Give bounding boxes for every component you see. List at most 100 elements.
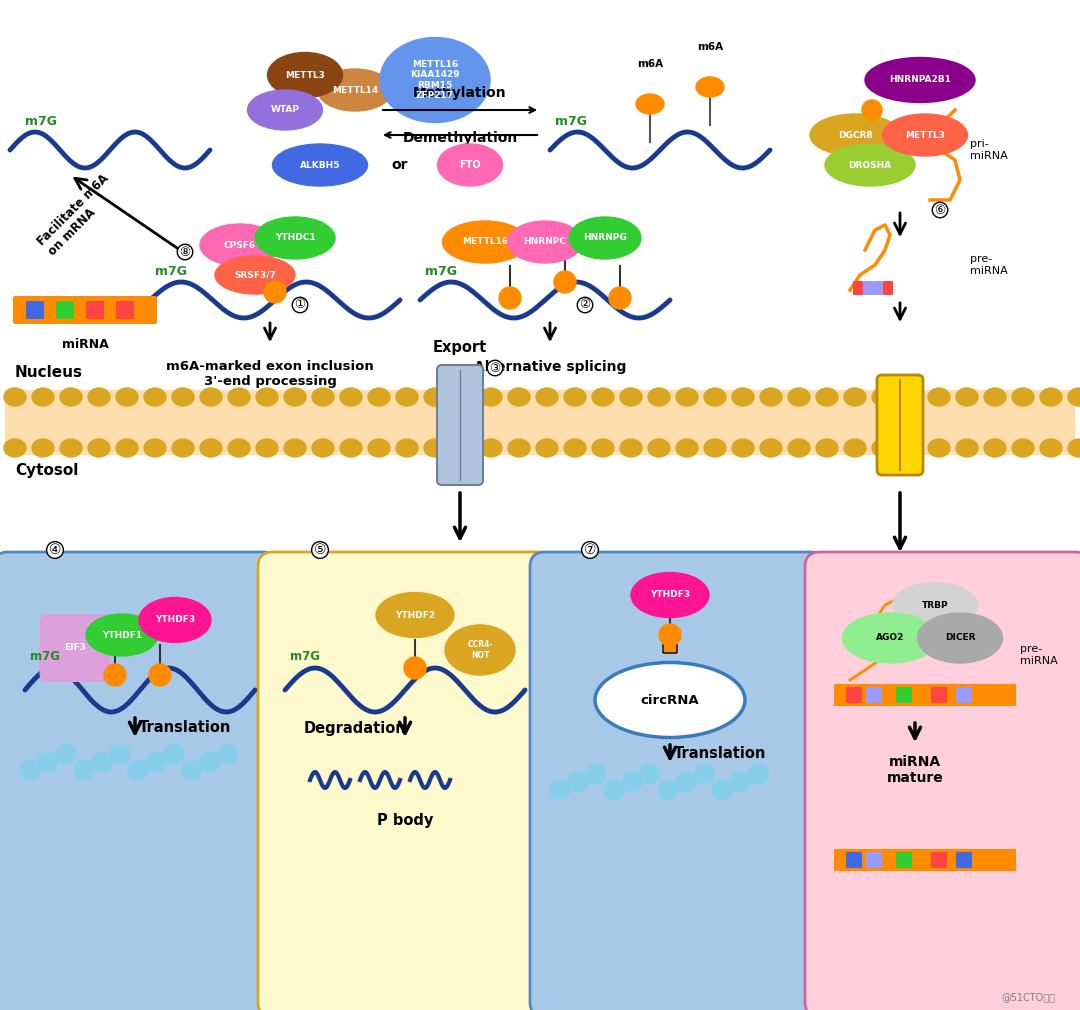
Ellipse shape: [443, 221, 527, 263]
Ellipse shape: [368, 388, 390, 406]
Text: ⑦: ⑦: [584, 543, 596, 557]
Ellipse shape: [21, 760, 40, 780]
Ellipse shape: [32, 439, 54, 457]
Ellipse shape: [595, 663, 745, 737]
Ellipse shape: [620, 388, 642, 406]
Ellipse shape: [620, 439, 642, 457]
Text: ALKBH5: ALKBH5: [300, 161, 340, 170]
Ellipse shape: [144, 439, 166, 457]
FancyBboxPatch shape: [883, 281, 893, 295]
Ellipse shape: [340, 388, 362, 406]
Text: m7G: m7G: [156, 265, 187, 278]
Text: or: or: [392, 158, 408, 172]
Text: METTL16
KIAA1429
RBM15
ZFP217: METTL16 KIAA1429 RBM15 ZFP217: [410, 60, 460, 100]
FancyBboxPatch shape: [663, 639, 677, 653]
Ellipse shape: [1068, 388, 1080, 406]
FancyBboxPatch shape: [873, 281, 883, 295]
Ellipse shape: [60, 439, 82, 457]
Ellipse shape: [564, 439, 586, 457]
Ellipse shape: [200, 752, 220, 772]
Text: Demethylation: Demethylation: [403, 131, 517, 145]
Text: m7G: m7G: [25, 115, 57, 128]
Ellipse shape: [129, 760, 148, 780]
FancyBboxPatch shape: [866, 852, 882, 868]
Ellipse shape: [984, 439, 1005, 457]
Ellipse shape: [396, 388, 418, 406]
Text: AGO2: AGO2: [876, 633, 904, 642]
Ellipse shape: [149, 664, 171, 686]
FancyBboxPatch shape: [530, 552, 825, 1010]
Ellipse shape: [732, 388, 754, 406]
Ellipse shape: [172, 388, 194, 406]
Ellipse shape: [200, 439, 222, 457]
Ellipse shape: [404, 656, 426, 679]
Ellipse shape: [900, 388, 922, 406]
Ellipse shape: [696, 77, 724, 97]
Ellipse shape: [712, 780, 732, 800]
Ellipse shape: [200, 388, 222, 406]
FancyBboxPatch shape: [26, 301, 44, 319]
Text: m6A-marked exon inclusion
3'-end processing: m6A-marked exon inclusion 3'-end process…: [166, 360, 374, 388]
FancyBboxPatch shape: [896, 687, 912, 703]
Ellipse shape: [284, 388, 306, 406]
Ellipse shape: [424, 388, 446, 406]
FancyBboxPatch shape: [116, 301, 134, 319]
FancyBboxPatch shape: [866, 687, 882, 703]
Ellipse shape: [172, 439, 194, 457]
Text: m7G: m7G: [291, 650, 320, 663]
FancyBboxPatch shape: [853, 281, 863, 295]
Ellipse shape: [568, 772, 588, 792]
Ellipse shape: [956, 439, 978, 457]
Ellipse shape: [376, 593, 454, 637]
Ellipse shape: [256, 439, 278, 457]
Ellipse shape: [104, 664, 126, 686]
FancyBboxPatch shape: [863, 281, 873, 295]
Text: YTHDF2: YTHDF2: [395, 610, 435, 619]
Text: Degradation: Degradation: [303, 720, 406, 735]
Text: m7G: m7G: [30, 650, 60, 663]
Text: ①: ①: [295, 299, 306, 311]
Ellipse shape: [368, 439, 390, 457]
Ellipse shape: [676, 772, 696, 792]
Ellipse shape: [164, 744, 184, 764]
Ellipse shape: [928, 388, 950, 406]
FancyBboxPatch shape: [0, 552, 278, 1010]
Text: YTHDF3: YTHDF3: [154, 615, 195, 624]
Text: ⑤: ⑤: [314, 543, 326, 557]
Ellipse shape: [480, 439, 502, 457]
Ellipse shape: [843, 439, 866, 457]
Text: DROSHA: DROSHA: [849, 161, 892, 170]
Ellipse shape: [636, 94, 664, 114]
Text: P body: P body: [377, 812, 433, 827]
Text: m7G: m7G: [426, 265, 457, 278]
Ellipse shape: [508, 439, 530, 457]
Ellipse shape: [340, 439, 362, 457]
Ellipse shape: [592, 439, 615, 457]
Ellipse shape: [272, 144, 367, 186]
Ellipse shape: [648, 388, 670, 406]
Bar: [5, 390, 1075, 454]
Text: Facilitate m6A
on mRNA: Facilitate m6A on mRNA: [35, 172, 122, 259]
FancyBboxPatch shape: [40, 614, 110, 682]
Text: ②: ②: [579, 299, 591, 311]
Ellipse shape: [312, 388, 334, 406]
Ellipse shape: [268, 53, 342, 98]
Ellipse shape: [732, 439, 754, 457]
Ellipse shape: [437, 144, 502, 186]
Ellipse shape: [396, 439, 418, 457]
FancyBboxPatch shape: [13, 296, 157, 324]
FancyBboxPatch shape: [896, 852, 912, 868]
Ellipse shape: [60, 388, 82, 406]
Ellipse shape: [312, 439, 334, 457]
Ellipse shape: [788, 388, 810, 406]
Ellipse shape: [900, 439, 922, 457]
Ellipse shape: [92, 752, 112, 772]
FancyBboxPatch shape: [846, 687, 862, 703]
Ellipse shape: [1040, 439, 1062, 457]
Ellipse shape: [146, 752, 166, 772]
Ellipse shape: [956, 388, 978, 406]
Text: ⑧: ⑧: [179, 245, 191, 259]
Ellipse shape: [87, 388, 110, 406]
Text: CCR4-
NOT: CCR4- NOT: [468, 640, 492, 660]
Ellipse shape: [631, 573, 708, 617]
